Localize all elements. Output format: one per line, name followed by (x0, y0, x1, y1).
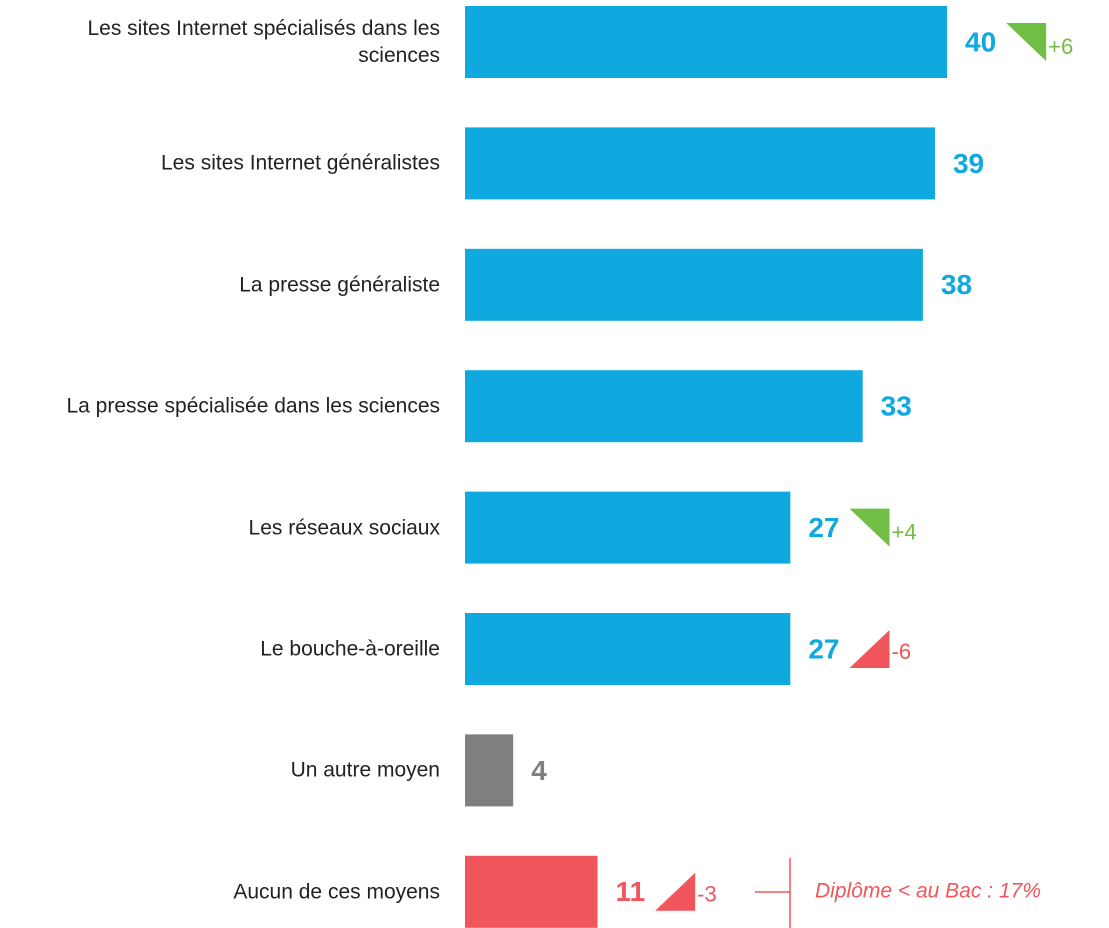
value-label: 40 (965, 26, 996, 57)
category-label: La presse spécialisée dans les sciences (66, 394, 440, 418)
bar (465, 6, 947, 78)
value-label: 38 (941, 269, 972, 300)
category-label: Les sites Internet spécialisés dans les … (87, 17, 440, 67)
category-label: Un autre moyen (290, 758, 440, 782)
value-label: 4 (531, 755, 547, 786)
category-label: Aucun de ces moyens (233, 880, 440, 904)
bar (465, 370, 863, 443)
annotation: Diplôme < au Bac : 17% (815, 880, 1041, 903)
category-label: Les sites Internet généralistes (161, 151, 440, 175)
value-label: 27 (808, 512, 839, 543)
bar (465, 613, 791, 685)
value-label: 33 (881, 391, 912, 422)
bar (465, 248, 923, 321)
category-label: Les réseaux sociaux (248, 516, 440, 540)
bar (465, 127, 935, 200)
change-marker (655, 872, 696, 911)
category-label: Le bouche-à-oreille (260, 637, 440, 661)
change-marker (1006, 23, 1047, 61)
value-label: 27 (808, 633, 839, 664)
value-label: 39 (953, 148, 984, 179)
change-label: +4 (892, 519, 917, 544)
category-label: La presse généraliste (239, 273, 440, 297)
change-label: -3 (697, 882, 717, 907)
change-label: +6 (1048, 34, 1073, 59)
bar (465, 491, 791, 564)
bar (465, 855, 598, 928)
change-marker (849, 630, 890, 668)
change-marker (849, 508, 890, 547)
change-label: -6 (892, 639, 912, 664)
value-label: 11 (616, 876, 646, 907)
bar (465, 734, 514, 807)
